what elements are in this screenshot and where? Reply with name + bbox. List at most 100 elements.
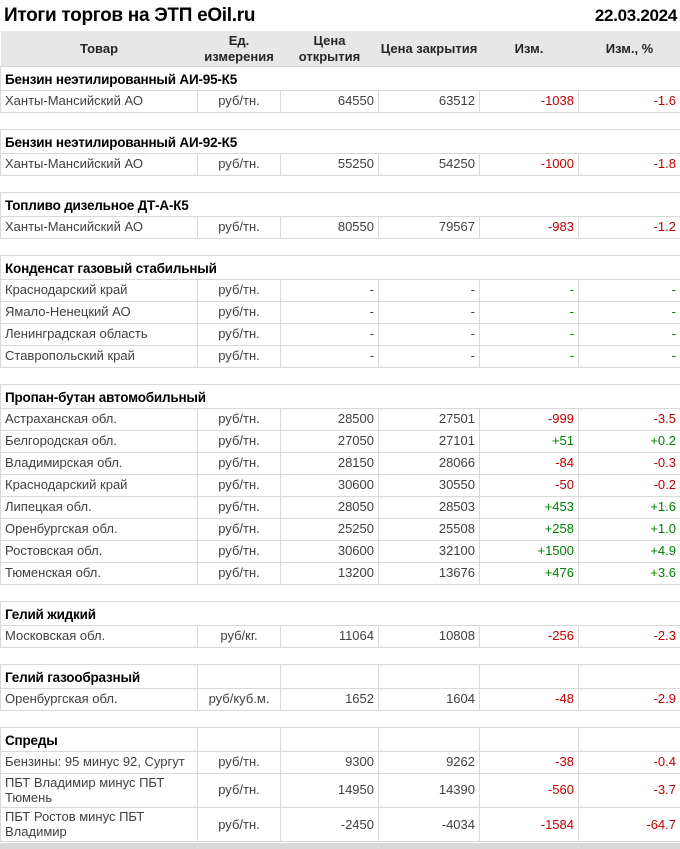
product-cell: Московская обл. — [0, 625, 198, 649]
unit-cell: руб/тн. — [197, 807, 281, 843]
unit-cell: руб/куб.м. — [197, 688, 281, 712]
open-price-cell: 25250 — [280, 518, 379, 542]
product-cell: Ханты-Мансийский АО — [0, 216, 198, 240]
open-price-cell: - — [280, 301, 379, 325]
close-price-cell: - — [378, 323, 480, 347]
change-pct-cell: - — [578, 323, 680, 347]
change-cell: -50 — [479, 474, 579, 498]
open-price-cell: 30600 — [280, 540, 379, 564]
unit-cell: руб/тн. — [197, 153, 281, 177]
unit-cell: руб/тн. — [197, 301, 281, 325]
section-title-cell: Бензин неэтилированный АИ-92-К5 — [0, 129, 680, 155]
section-title-cell: Спреды — [0, 727, 198, 753]
section-title-cell: Пропан-бутан автомобильный — [0, 384, 680, 410]
table-row: Тюменская обл. руб/тн. 13200 13676 +476 +3.6 — [0, 562, 680, 586]
unit-cell: руб/тн. — [197, 452, 281, 476]
table-body: Бензин неэтилированный АИ-95-К5 Ханты-Ман… — [0, 66, 680, 843]
table-header: Товар Ед. измерения Цена открытия Цена з… — [0, 31, 680, 68]
table-row: Липецкая обл. руб/тн. 28050 28503 +453 +1.6 — [0, 496, 680, 520]
section-header-row: Топливо дизельное ДТ-А-К5 — [0, 192, 680, 218]
col-header-change: Изм. — [479, 31, 579, 68]
unit-cell: руб/тн. — [197, 279, 281, 303]
change-pct-cell: - — [578, 279, 680, 303]
open-price-cell: 64550 — [280, 90, 379, 114]
unit-cell: руб/тн. — [197, 345, 281, 369]
open-price-cell: 55250 — [280, 153, 379, 177]
product-cell: Ханты-Мансийский АО — [0, 90, 198, 114]
open-price-cell: - — [280, 323, 379, 347]
close-price-cell: 28503 — [378, 496, 480, 520]
change-cell: -999 — [479, 408, 579, 432]
table-row: Краснодарский край руб/тн. - - - - — [0, 279, 680, 303]
close-price-cell: 27501 — [378, 408, 480, 432]
change-pct-cell: -1.2 — [578, 216, 680, 240]
table-row: Ямало-Ненецкий АО руб/тн. - - - - — [0, 301, 680, 325]
open-price-cell: 11064 — [280, 625, 379, 649]
section-title-cell: Конденсат газовый стабильный — [0, 255, 680, 281]
change-pct-cell: - — [578, 301, 680, 325]
section-title-cell: Бензин неэтилированный АИ-95-К5 — [0, 66, 680, 92]
unit-cell: руб/тн. — [197, 216, 281, 240]
spacer-row — [0, 238, 680, 256]
table-row: Оренбургская обл. руб/тн. 25250 25508 +258 +1… — [0, 518, 680, 542]
product-cell: Ростовская обл. — [0, 540, 198, 564]
change-pct-cell: +3.6 — [578, 562, 680, 586]
col-header-product: Товар — [0, 31, 198, 68]
section-empty-cell — [280, 727, 379, 753]
col-header-unit: Ед. измерения — [197, 31, 281, 68]
change-pct-cell: -0.3 — [578, 452, 680, 476]
section-header-row: Бензин неэтилированный АИ-95-К5 — [0, 66, 680, 92]
open-price-cell: - — [280, 279, 379, 303]
report-date: 22.03.2024 — [594, 6, 677, 25]
unit-cell: руб/тн. — [197, 90, 281, 114]
unit-cell: руб/тн. — [197, 518, 281, 542]
close-price-cell: 10808 — [378, 625, 480, 649]
change-cell: -1038 — [479, 90, 579, 114]
change-pct-cell: - — [578, 345, 680, 369]
product-cell: Ленинградская область — [0, 323, 198, 347]
table-row: Оренбургская обл. руб/куб.м. 1652 1604 -48 -2… — [0, 688, 680, 712]
product-cell: Бензины: 95 минус 92, Сургут — [0, 751, 198, 775]
section-title-cell: Топливо дизельное ДТ-А-К5 — [0, 192, 680, 218]
table-row: Ханты-Мансийский АО руб/тн. 55250 54250 -100… — [0, 153, 680, 177]
trading-results-table: Товар Ед. измерения Цена открытия Цена з… — [0, 31, 680, 843]
table-row: Владимирская обл. руб/тн. 28150 28066 -84 -0.… — [0, 452, 680, 476]
open-price-cell: 28050 — [280, 496, 379, 520]
section-empty-cell — [197, 664, 281, 690]
change-pct-cell: -1.8 — [578, 153, 680, 177]
spacer-row — [0, 584, 680, 602]
spacer-cell — [0, 584, 680, 602]
unit-cell: руб/тн. — [197, 323, 281, 347]
change-pct-cell: -3.5 — [578, 408, 680, 432]
section-title-cell: Гелий жидкий — [0, 601, 680, 627]
spacer-row — [0, 710, 680, 728]
change-pct-cell: -2.9 — [578, 688, 680, 712]
change-cell: -1584 — [479, 807, 579, 843]
section-empty-cell — [378, 727, 480, 753]
table-row: ПБТ Ростов минус ПБТ Владимир руб/тн. -245… — [0, 807, 680, 843]
change-cell: - — [479, 345, 579, 369]
unit-cell: руб/тн. — [197, 562, 281, 586]
section-header-row: Пропан-бутан автомобильный — [0, 384, 680, 410]
change-pct-cell: +1.6 — [578, 496, 680, 520]
unit-cell: руб/тн. — [197, 773, 281, 809]
section-header-row: Гелий жидкий — [0, 601, 680, 627]
bottom-strip — [0, 843, 680, 849]
table-row: Ростовская обл. руб/тн. 30600 32100 +1500 +4.… — [0, 540, 680, 564]
open-price-cell: 13200 — [280, 562, 379, 586]
open-price-cell: 28150 — [280, 452, 379, 476]
open-price-cell: - — [280, 345, 379, 369]
open-price-cell: 30600 — [280, 474, 379, 498]
section-header-row: Конденсат газовый стабильный — [0, 255, 680, 281]
close-price-cell: 54250 — [378, 153, 480, 177]
product-cell: ПБТ Ростов минус ПБТ Владимир — [0, 807, 198, 843]
product-cell: Оренбургская обл. — [0, 688, 198, 712]
section-header-row: Бензин неэтилированный АИ-92-К5 — [0, 129, 680, 155]
close-price-cell: - — [378, 279, 480, 303]
unit-cell: руб/тн. — [197, 430, 281, 454]
spacer-cell — [0, 238, 680, 256]
close-price-cell: - — [378, 301, 480, 325]
unit-cell: руб/тн. — [197, 408, 281, 432]
change-cell: -84 — [479, 452, 579, 476]
